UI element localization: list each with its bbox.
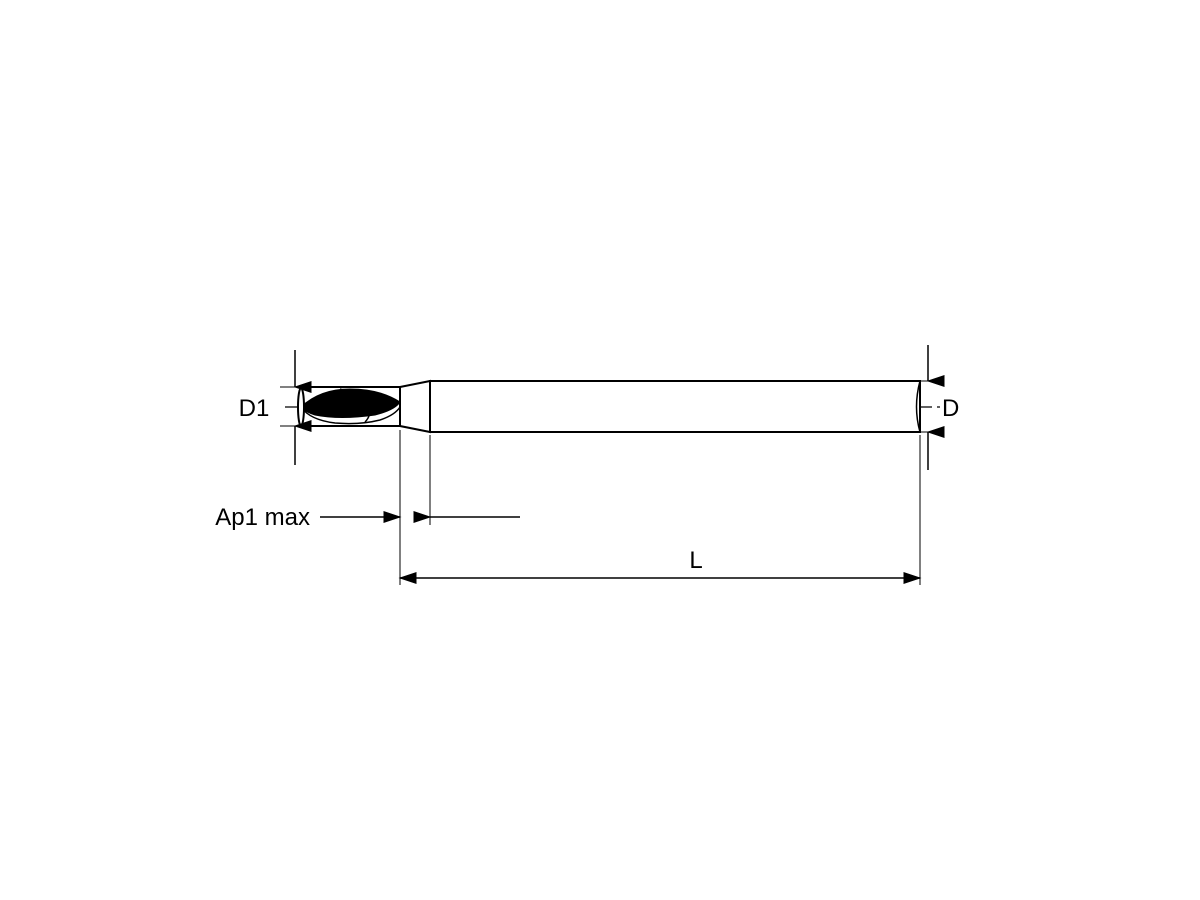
label-ap1max: Ap1 max <box>215 504 310 531</box>
label-l: L <box>689 547 702 574</box>
tool-shank <box>400 381 920 432</box>
label-d: D <box>942 395 959 422</box>
dimension-l: L <box>400 435 920 585</box>
label-d1: D1 <box>239 395 270 422</box>
technical-drawing: D1 D Ap1 max L <box>0 0 1200 900</box>
dimension-ap1max: Ap1 max <box>215 430 520 585</box>
tool-flute <box>298 387 400 426</box>
